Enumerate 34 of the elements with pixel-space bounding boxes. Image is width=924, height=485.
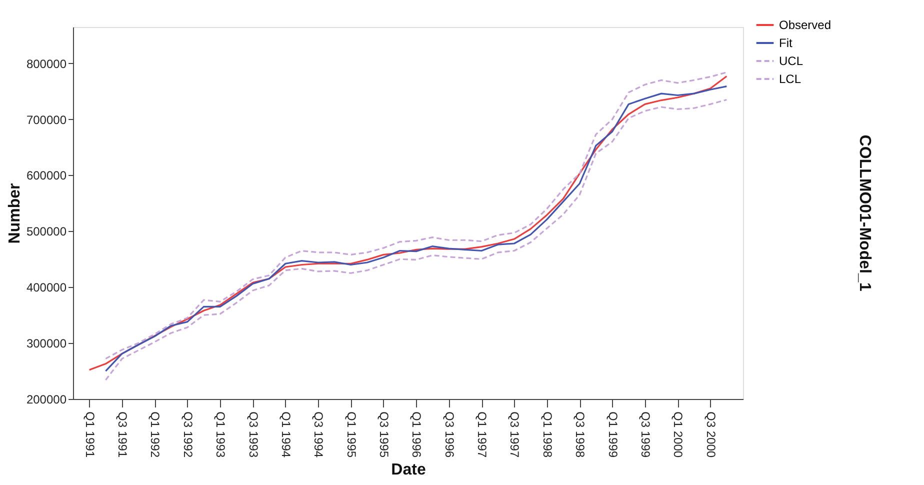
- x-tick-label: Q1 1992: [148, 412, 162, 458]
- x-tick-label: Q3 1997: [508, 412, 522, 458]
- x-tick-label: Q3 1991: [116, 412, 130, 458]
- x-axis-title: Date: [391, 462, 426, 479]
- x-tick-label: Q1 1995: [344, 412, 358, 458]
- x-tick-label: Q1 1994: [278, 412, 293, 458]
- legend-label: LCL: [779, 72, 802, 86]
- x-tick-label: Q1 1991: [82, 412, 97, 458]
- x-tick-label: Q1 1997: [475, 412, 490, 458]
- x-tick-label: Q1 1996: [410, 412, 424, 458]
- y-tick-label: 300000: [26, 336, 67, 351]
- x-tick-label: Q3 1994: [312, 412, 326, 458]
- x-tick-label: Q3 1996: [442, 412, 456, 458]
- y-tick-label: 500000: [26, 224, 67, 239]
- x-tick-label: Q1 1993: [214, 412, 228, 458]
- x-tick-label: Q3 1999: [638, 412, 652, 458]
- text: COLLMO01-Model_1: [856, 134, 873, 292]
- x-tick-label: Q3 1992: [180, 412, 195, 458]
- y-tick-label: 800000: [26, 56, 67, 71]
- x-tick-label: Q1 1999: [606, 412, 620, 458]
- legend-label: Observed: [779, 18, 832, 32]
- y-axis-title: Number: [6, 183, 24, 244]
- x-tick-label: Q1 1998: [540, 412, 554, 458]
- x-tick-label: Q3 1998: [573, 412, 588, 458]
- y-tick-label: 400000: [26, 280, 67, 295]
- legend-label: Fit: [779, 36, 793, 50]
- x-tick-label: Q3 1993: [246, 412, 260, 458]
- y-tick-label: 600000: [26, 168, 67, 183]
- x-tick-label: Q3 1995: [376, 412, 391, 458]
- y-tick-label: 700000: [26, 112, 67, 127]
- x-tick-label: Q3 2000: [704, 412, 718, 458]
- y-tick-label: 200000: [26, 392, 67, 406]
- x-tick-label: Q1 2000: [671, 412, 686, 458]
- legend-label: UCL: [779, 54, 804, 68]
